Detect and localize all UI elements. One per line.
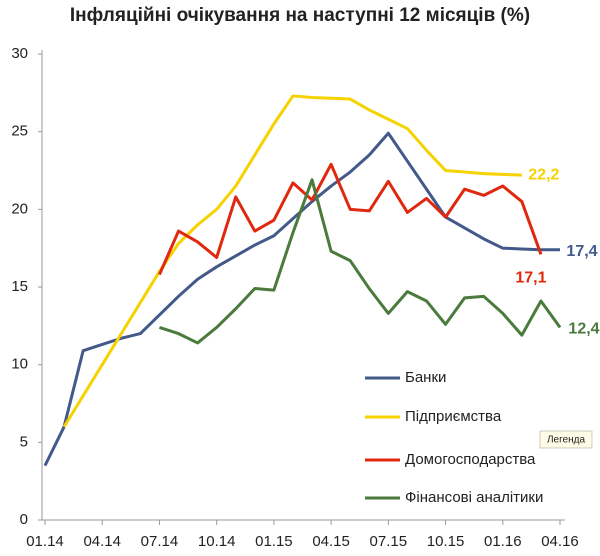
y-tick-label: 10	[11, 356, 28, 373]
y-tick-label: 0	[20, 511, 28, 528]
end-label: 17,1	[515, 270, 546, 287]
x-tick-label: 01.15	[255, 533, 293, 550]
tooltip-box	[539, 430, 593, 449]
tooltip: Легенда	[547, 435, 585, 446]
x-tick-label: 07.15	[370, 533, 408, 550]
x-tick-label: 10.14	[198, 533, 236, 550]
x-tick-label: 04.15	[312, 533, 350, 550]
x-tick-label: 01.14	[26, 533, 64, 550]
series-line	[158, 162, 543, 276]
legend-label: Банки	[405, 369, 446, 386]
y-tick-label: 5	[20, 433, 28, 450]
x-tick-label: 04.16	[541, 533, 579, 550]
legend-label: Фінансові аналітики	[405, 489, 543, 506]
x-tick-label: 10.15	[427, 533, 465, 550]
x-tick-label: 07.14	[141, 533, 179, 550]
series-line	[62, 94, 522, 428]
legend-label: Домогосподарства	[405, 451, 536, 468]
series-line	[158, 178, 562, 345]
end-label: 22,2	[528, 166, 559, 183]
y-tick-label: 15	[11, 278, 28, 295]
chart-title: Інфляційні очікування на наступні 12 міс…	[70, 5, 530, 26]
y-tick-label: 30	[11, 45, 28, 62]
end-label: 12,4	[568, 321, 599, 338]
x-tick-label: 01.16	[484, 533, 522, 550]
legend-label: Підприємства	[405, 408, 502, 425]
y-tick-label: 25	[11, 123, 28, 140]
y-tick-label: 20	[11, 200, 28, 217]
end-label: 17,4	[566, 243, 597, 260]
x-tick-label: 04.14	[83, 533, 121, 550]
